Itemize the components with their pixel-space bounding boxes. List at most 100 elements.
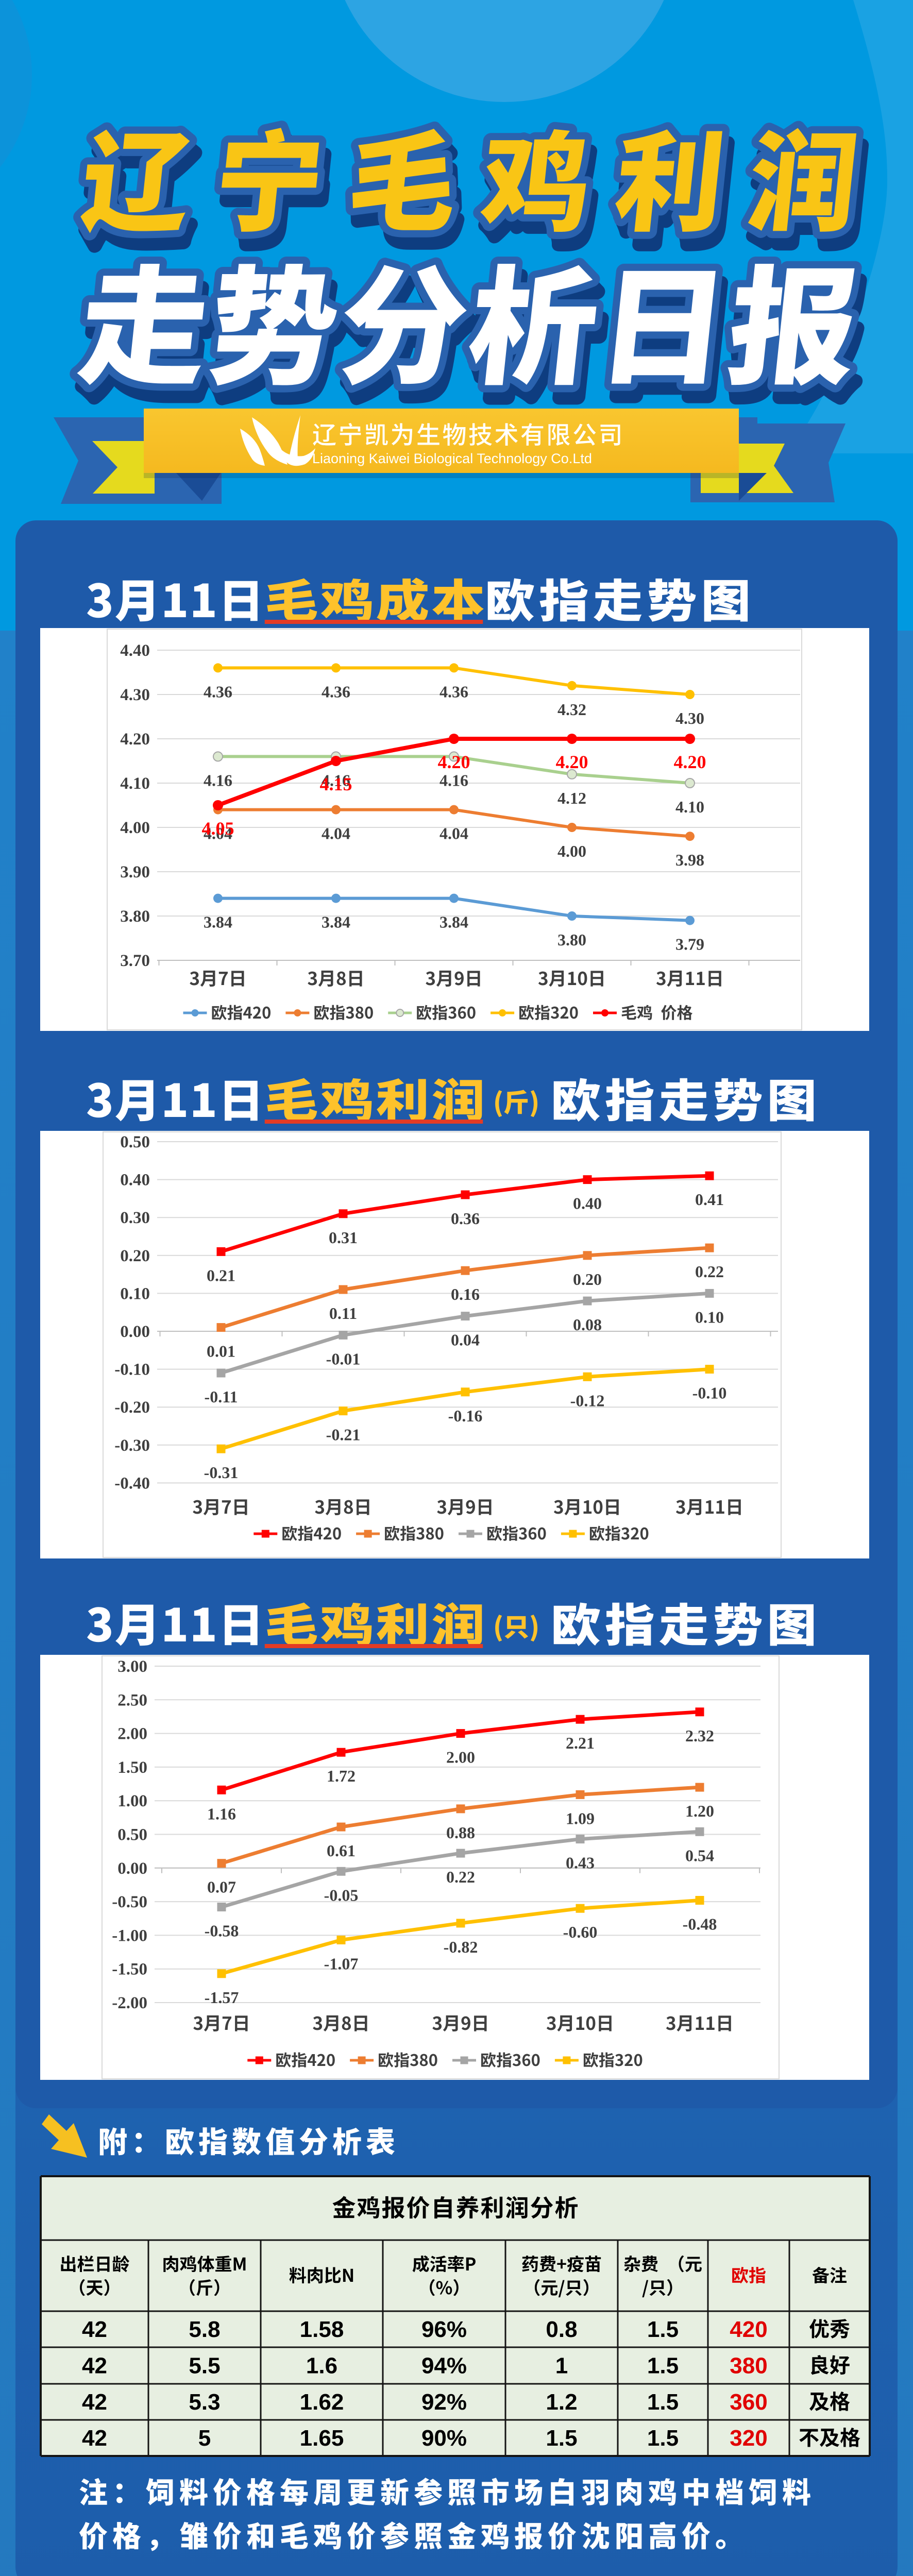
svg-text:4.10: 4.10 (120, 774, 150, 793)
svg-text:3.84: 3.84 (439, 913, 468, 931)
svg-text:4.00: 4.00 (120, 819, 150, 837)
svg-text:1.72: 1.72 (327, 1767, 356, 1785)
svg-text:0.11: 0.11 (329, 1304, 357, 1323)
svg-text:1.62: 1.62 (300, 2389, 344, 2415)
svg-text:0.61: 0.61 (327, 1841, 356, 1860)
svg-text:4.04: 4.04 (204, 824, 232, 843)
svg-text:4.05: 4.05 (202, 818, 234, 839)
svg-text:0.16: 0.16 (451, 1285, 480, 1303)
svg-text:1.00: 1.00 (117, 1792, 147, 1810)
svg-text:-0.58: -0.58 (205, 1922, 239, 1940)
svg-text:380: 380 (730, 2353, 767, 2379)
svg-text:-0.10: -0.10 (114, 1361, 150, 1379)
svg-text:1.20: 1.20 (685, 1802, 714, 1820)
svg-text:4.40: 4.40 (120, 641, 150, 660)
svg-text:4.30: 4.30 (675, 709, 704, 727)
svg-text:4.30: 4.30 (120, 686, 150, 704)
svg-text:4.04: 4.04 (439, 824, 468, 843)
svg-text:-0.60: -0.60 (563, 1923, 598, 1941)
svg-text:42: 42 (82, 2317, 107, 2342)
svg-text:0.30: 0.30 (120, 1209, 150, 1227)
svg-text:-0.50: -0.50 (112, 1893, 147, 1911)
svg-text:4.16: 4.16 (322, 771, 350, 789)
svg-text:-0.05: -0.05 (324, 1886, 359, 1904)
svg-text:4.20: 4.20 (120, 730, 150, 749)
svg-text:1.50: 1.50 (117, 1758, 147, 1777)
svg-text:0.50: 0.50 (117, 1826, 147, 1844)
svg-text:1: 1 (555, 2353, 568, 2379)
svg-text:4.20: 4.20 (438, 752, 470, 772)
svg-text:0.54: 0.54 (685, 1846, 714, 1865)
svg-text:-0.82: -0.82 (444, 1938, 478, 1956)
svg-text:3.70: 3.70 (120, 952, 150, 970)
svg-text:0.20: 0.20 (573, 1270, 602, 1289)
svg-text:4.04: 4.04 (322, 824, 350, 843)
svg-text:0.08: 0.08 (573, 1315, 602, 1334)
svg-text:1.09: 1.09 (566, 1809, 595, 1827)
svg-text:5.3: 5.3 (189, 2389, 220, 2415)
svg-text:-0.11: -0.11 (205, 1387, 238, 1406)
svg-text:360: 360 (730, 2389, 767, 2415)
svg-text:1.5: 1.5 (647, 2389, 679, 2415)
svg-text:-0.10: -0.10 (692, 1384, 727, 1402)
svg-text:4.00: 4.00 (557, 842, 586, 860)
svg-text:1.5: 1.5 (647, 2426, 679, 2451)
svg-text:0.21: 0.21 (207, 1266, 235, 1284)
svg-text:1.5: 1.5 (647, 2353, 679, 2379)
svg-text:4.20: 4.20 (674, 752, 706, 772)
svg-text:-2.00: -2.00 (112, 1994, 147, 2012)
svg-text:3.79: 3.79 (675, 935, 704, 954)
svg-text:4.10: 4.10 (675, 798, 704, 816)
svg-text:2.21: 2.21 (566, 1734, 595, 1752)
svg-text:0.22: 0.22 (695, 1262, 724, 1281)
svg-text:0.00: 0.00 (120, 1323, 150, 1341)
svg-text:3.00: 3.00 (117, 1657, 147, 1676)
svg-text:-1.57: -1.57 (205, 1988, 239, 2007)
svg-text:3.90: 3.90 (120, 863, 150, 882)
svg-text:-1.07: -1.07 (324, 1955, 359, 1973)
svg-text:-0.12: -0.12 (570, 1391, 605, 1410)
svg-text:0.88: 0.88 (446, 1823, 475, 1842)
svg-text:4.20: 4.20 (556, 752, 588, 772)
svg-text:2.00: 2.00 (117, 1725, 147, 1743)
svg-text:0.00: 0.00 (117, 1859, 147, 1878)
svg-text:-0.16: -0.16 (448, 1406, 483, 1425)
svg-text:0.41: 0.41 (695, 1190, 724, 1209)
svg-text:4.32: 4.32 (557, 700, 586, 719)
svg-text:0.8: 0.8 (546, 2317, 577, 2342)
svg-text:0.50: 0.50 (120, 1133, 150, 1151)
svg-text:3.84: 3.84 (204, 913, 232, 931)
svg-text:-1.50: -1.50 (112, 1960, 147, 1979)
svg-text:42: 42 (82, 2426, 107, 2451)
svg-text:1.58: 1.58 (300, 2317, 344, 2342)
svg-text:4.36: 4.36 (439, 682, 468, 701)
svg-text:5.8: 5.8 (189, 2317, 220, 2342)
svg-text:2.00: 2.00 (446, 1748, 475, 1767)
svg-text:0.40: 0.40 (120, 1171, 150, 1190)
svg-text:3.84: 3.84 (322, 913, 350, 931)
svg-text:1.65: 1.65 (300, 2426, 344, 2451)
svg-text:94%: 94% (421, 2353, 467, 2379)
svg-text:0.10: 0.10 (695, 1308, 724, 1326)
svg-text:-0.31: -0.31 (204, 1463, 239, 1482)
svg-text:1.2: 1.2 (546, 2389, 577, 2415)
svg-text:4.36: 4.36 (204, 682, 232, 701)
svg-text:2.50: 2.50 (117, 1691, 147, 1709)
svg-text:1.5: 1.5 (546, 2426, 577, 2451)
svg-text:0.01: 0.01 (207, 1342, 235, 1361)
svg-text:0.20: 0.20 (120, 1247, 150, 1265)
svg-text:-0.48: -0.48 (683, 1915, 717, 1934)
svg-text:-0.30: -0.30 (114, 1436, 150, 1455)
svg-text:4.15: 4.15 (320, 774, 352, 794)
svg-text:0.40: 0.40 (573, 1194, 602, 1213)
svg-text:4.16: 4.16 (204, 771, 232, 789)
svg-text:320: 320 (730, 2426, 767, 2451)
svg-text:0.31: 0.31 (329, 1228, 358, 1247)
svg-text:-0.01: -0.01 (326, 1349, 361, 1368)
svg-text:0.04: 0.04 (451, 1331, 480, 1349)
svg-text:-0.20: -0.20 (114, 1398, 150, 1417)
svg-text:0.10: 0.10 (120, 1284, 150, 1303)
svg-text:5.5: 5.5 (189, 2353, 220, 2379)
svg-text:4.16: 4.16 (439, 771, 468, 789)
svg-text:420: 420 (730, 2317, 767, 2342)
